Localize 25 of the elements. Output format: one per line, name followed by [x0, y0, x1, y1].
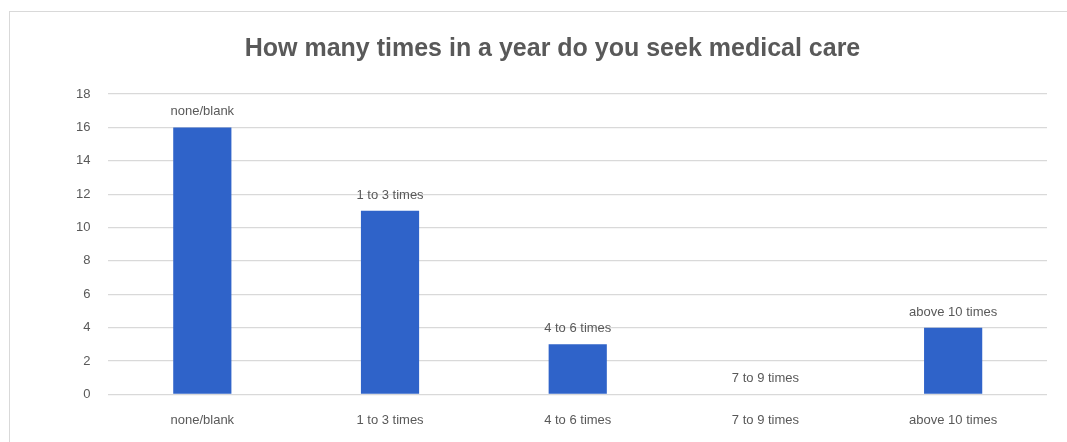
bar — [548, 344, 607, 394]
y-tick-label: 0 — [83, 385, 91, 401]
chart-title: How many times in a year do you seek medical care — [244, 32, 861, 61]
x-tick-label: 4 to 6 times — [544, 411, 612, 427]
y-tick-label: 2 — [83, 352, 91, 368]
bar — [924, 327, 983, 394]
y-tick-label: 10 — [75, 219, 91, 235]
y-tick-label: 14 — [75, 152, 91, 168]
bar — [173, 127, 232, 394]
y-tick-label: 12 — [75, 185, 91, 201]
annotation: above 10 times — [909, 303, 998, 319]
y-tick-label: 6 — [83, 285, 91, 301]
x-tick-label: 7 to 9 times — [731, 411, 800, 427]
annotation: none/blank — [170, 103, 235, 119]
y-tick-label: 16 — [75, 118, 91, 134]
annotation: 1 to 3 times — [356, 186, 425, 202]
annotation: 4 to 6 times — [544, 320, 612, 336]
annotation: 7 to 9 times — [731, 370, 800, 386]
x-tick-label: none/blank — [170, 411, 235, 427]
x-tick-label: 1 to 3 times — [356, 411, 425, 427]
y-tick-label: 8 — [83, 252, 91, 268]
bar — [360, 210, 420, 394]
y-tick-label: 4 — [83, 319, 91, 335]
x-tick-label: above 10 times — [909, 411, 998, 427]
y-tick-label: 18 — [75, 85, 91, 101]
